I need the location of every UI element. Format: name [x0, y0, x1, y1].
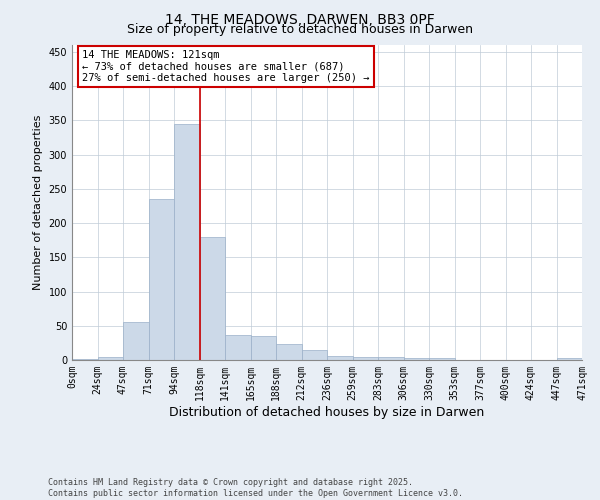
Text: Size of property relative to detached houses in Darwen: Size of property relative to detached ho… — [127, 22, 473, 36]
Y-axis label: Number of detached properties: Number of detached properties — [33, 115, 43, 290]
Bar — [174, 124, 199, 360]
Bar — [404, 358, 429, 360]
Bar — [276, 344, 302, 360]
Bar — [97, 358, 123, 360]
Bar — [557, 358, 582, 360]
Bar — [429, 358, 455, 360]
Bar — [353, 356, 378, 360]
X-axis label: Distribution of detached houses by size in Darwen: Distribution of detached houses by size … — [169, 406, 485, 418]
Text: 14 THE MEADOWS: 121sqm
← 73% of detached houses are smaller (687)
27% of semi-de: 14 THE MEADOWS: 121sqm ← 73% of detached… — [82, 50, 370, 83]
Bar — [225, 334, 251, 360]
Bar — [327, 356, 353, 360]
Bar — [123, 322, 149, 360]
Bar — [149, 199, 174, 360]
Bar — [72, 358, 97, 360]
Bar — [302, 350, 327, 360]
Bar — [251, 336, 276, 360]
Text: 14, THE MEADOWS, DARWEN, BB3 0PF: 14, THE MEADOWS, DARWEN, BB3 0PF — [165, 12, 435, 26]
Bar — [199, 236, 225, 360]
Bar — [378, 356, 404, 360]
Text: Contains HM Land Registry data © Crown copyright and database right 2025.
Contai: Contains HM Land Registry data © Crown c… — [48, 478, 463, 498]
